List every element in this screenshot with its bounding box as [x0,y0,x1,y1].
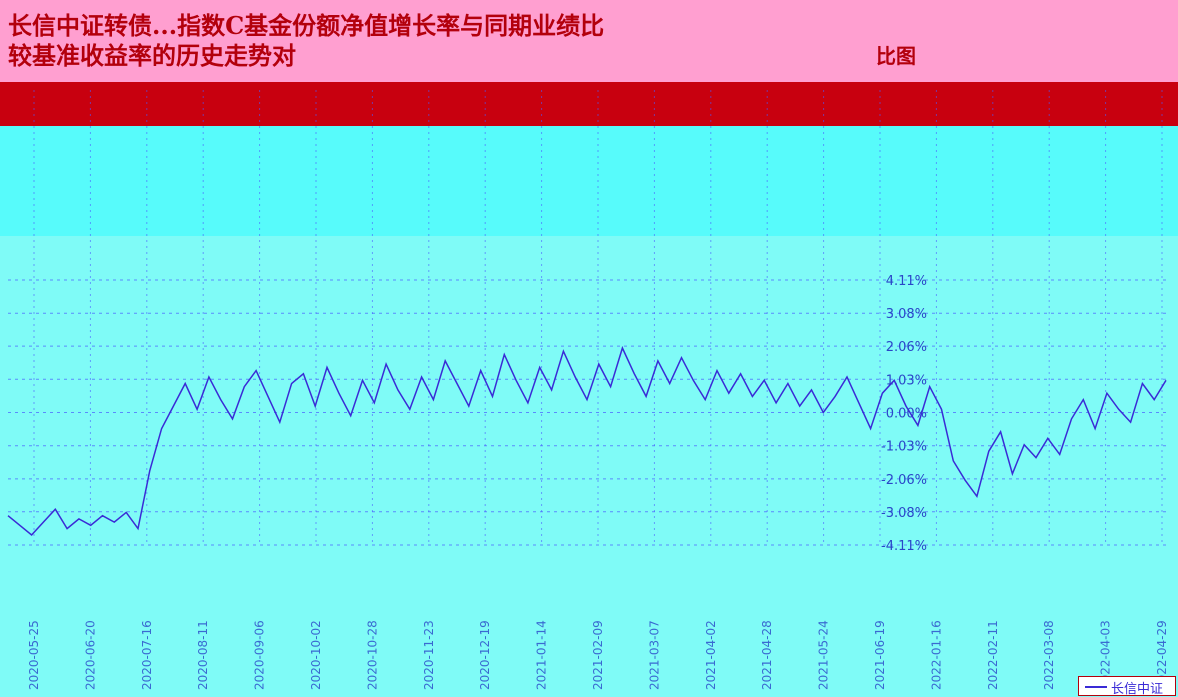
y-tick-label: 2.06% [886,340,927,355]
series-layer [7,345,1167,537]
y-tick-label: -4.11% [881,539,927,554]
x-tick-label: 2022-04-29 [1155,620,1169,690]
chart-grid [8,90,1170,546]
x-tick-label: 2020-11-23 [422,620,436,690]
x-tick-label: 2020-10-28 [365,620,379,690]
chart-title-line1: 长信中证转债...指数C基金份额净值增长率与同期业绩比 [8,11,605,40]
title-background [0,0,1178,82]
x-tick-label: 2020-07-16 [140,620,154,690]
x-tick-label: 2020-08-11 [196,620,210,690]
y-tick-label: 4.11% [886,274,927,289]
y-tick-label: 1.03% [886,373,927,388]
x-tick-label: 2021-05-24 [817,620,831,690]
legend: 长信中证 [1078,676,1176,697]
x-tick-label: 2021-01-14 [535,620,549,690]
x-axis-labels: 2020-05-25 2020-06-20 2020-07-16 2020-08-11… [27,620,1169,690]
y-tick-label: -3.08% [881,506,927,521]
chart-title-line2: 较基准收益率的历史走势对 [8,41,296,70]
x-tick-label: 2022-04-03 [1099,620,1113,690]
header-red-band [0,82,1178,126]
chart-title-line2b: 比图 [876,44,916,68]
x-tick-label: 2020-10-02 [309,620,323,690]
x-tick-label: 2022-01-16 [929,620,943,690]
y-tick-label: 0.00% [886,407,927,422]
y-tick-label: -1.03% [881,440,927,455]
x-tick-label: 2020-06-20 [83,620,97,690]
x-tick-label: 2022-03-08 [1042,620,1056,690]
x-tick-label: 2020-09-06 [253,620,267,690]
x-tick-label: 2020-12-19 [478,620,492,690]
series-line [7,345,1167,537]
x-tick-label: 2021-04-28 [760,620,774,690]
chart-upper-strip [0,126,1178,236]
x-tick-label: 2021-04-02 [704,620,718,690]
legend-swatch [1085,686,1107,688]
x-tick-label: 2021-06-19 [873,620,887,690]
x-tick-label: 2021-02-09 [591,620,605,690]
y-tick-label: 3.08% [886,307,927,322]
x-tick-label: 2020-05-25 [27,620,41,690]
y-tick-label: -2.06% [881,473,927,488]
x-tick-label: 2021-03-07 [647,620,661,690]
y-axis-labels: 4.11% 3.08% 2.06% 1.03% 0.00% -1.03% -2.06% -3.… [881,274,927,554]
legend-label: 长信中证 [1111,682,1164,697]
x-tick-label: 2022-02-11 [986,620,1000,690]
